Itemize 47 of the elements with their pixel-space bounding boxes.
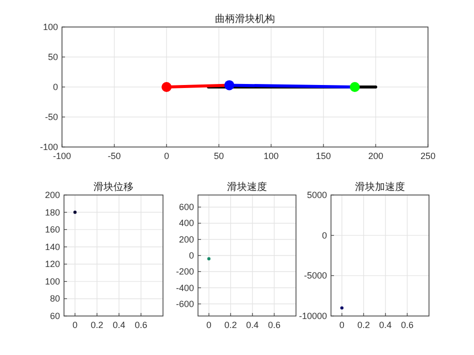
y-tick-label: -50: [44, 112, 58, 122]
y-tick-label: 100: [42, 22, 58, 32]
x-tick-label: 0.2: [90, 320, 104, 330]
y-tick-label: -10000: [298, 311, 327, 321]
x-tick-label: 0.4: [246, 320, 259, 330]
y-tick-label: 60: [50, 311, 60, 321]
y-tick-label: 120: [44, 259, 60, 270]
x-tick-label: 0: [164, 151, 170, 161]
y-tick-label: 0: [188, 250, 194, 260]
x-tick-label: 250: [420, 151, 436, 161]
x-tick-label: 0.6: [268, 320, 280, 330]
y-tick-label: 200: [44, 190, 60, 200]
chart-title: 滑块加速度: [355, 181, 405, 193]
y-tick-label: 50: [48, 52, 58, 62]
y-tick-label: 5000: [306, 190, 327, 200]
x-tick-label: 0.4: [379, 320, 392, 330]
chart-title: 曲柄滑块机构: [215, 13, 275, 25]
x-tick-label: 50: [214, 151, 224, 161]
x-tick-label: 0: [339, 320, 344, 330]
y-tick-label: 600: [178, 202, 194, 212]
y-tick-label: 200: [178, 234, 194, 244]
chart-title: 滑块位移: [94, 181, 134, 193]
y-tick-label: -5000: [304, 270, 327, 281]
x-tick-label: 150: [316, 151, 331, 161]
chart-title: 滑块速度: [227, 181, 267, 193]
y-tick-label: 400: [178, 218, 194, 228]
y-tick-label: -200: [176, 266, 194, 277]
x-tick-label: 200: [368, 151, 384, 161]
x-tick-label: -50: [108, 151, 121, 161]
x-tick-label: 0: [206, 320, 212, 330]
y-tick-label: 0: [322, 230, 327, 240]
y-tick-label: -600: [176, 298, 194, 309]
y-tick-label: 100: [44, 276, 60, 286]
y-tick-label: 180: [44, 207, 60, 218]
y-tick-label: 140: [44, 242, 60, 252]
x-tick-label: 0.6: [134, 320, 148, 330]
y-tick-label: -400: [176, 282, 194, 293]
y-tick-label: -100: [40, 142, 58, 152]
y-tick-label: 0: [52, 82, 58, 92]
x-tick-label: 100: [264, 151, 279, 161]
x-tick-label: 0.6: [400, 320, 414, 330]
x-tick-label: 0.4: [112, 320, 126, 330]
y-tick-label: 160: [44, 224, 60, 235]
x-tick-label: 0.2: [357, 320, 370, 330]
y-tick-label: 80: [50, 294, 60, 304]
x-tick-label: 0.2: [224, 320, 237, 330]
x-tick-label: 0: [72, 320, 78, 330]
